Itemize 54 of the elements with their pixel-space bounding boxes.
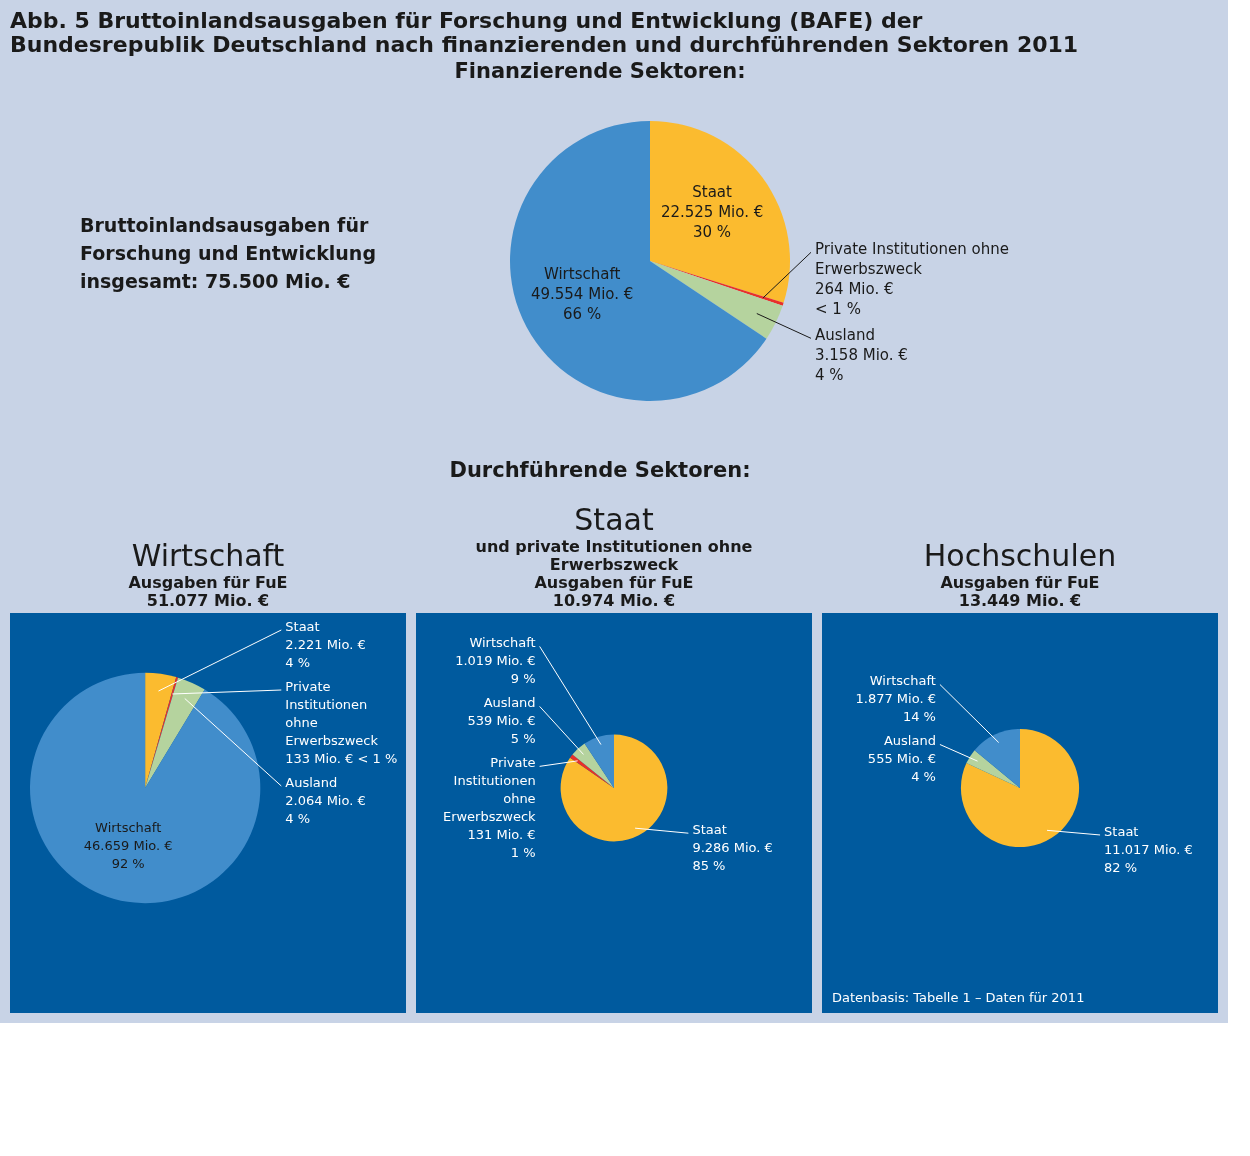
- slice-label: Staat: [285, 619, 320, 634]
- slice-label: Staat: [692, 183, 733, 202]
- data-label: 131 Mio. € 1 %: [467, 827, 536, 861]
- slice-label: Ausland: [883, 733, 936, 749]
- chart-title: Staat: [574, 502, 654, 537]
- text: Durchführende Sektoren:: [449, 458, 751, 482]
- chart-subtitle: Finanzierende Sektoren:: [454, 59, 746, 83]
- data-label: 264 Mio. € < 1 %: [815, 280, 894, 319]
- pie-slice: [145, 677, 205, 788]
- slice-label: Staat: [1104, 823, 1139, 839]
- data-label: 49.554 Mio. € 66 %: [530, 285, 634, 324]
- slice-label: Wirtschaft: [869, 673, 936, 689]
- data-label: 2.221 Mio. € 4 %: [285, 637, 366, 670]
- data-label: 9.286 Mio. € 85 %: [692, 840, 773, 874]
- data-label: 22.525 Mio. € 30 %: [660, 203, 764, 242]
- slice-label: Wirtschaft: [543, 265, 621, 284]
- text: Bruttoinlandsausgaben für Forschung und Entwicklung insgesamt: 75.500 Mio. €: [80, 214, 376, 292]
- chart-subtitle: und private Institutionen ohne Erwerbszweck Ausgaben für FuE 10.974 Mio. €: [475, 537, 753, 610]
- pie-slice: [30, 672, 261, 904]
- slice-label: Wirtschaft: [469, 635, 536, 651]
- slice-label: Private Institutionen ohne Erwerbszweck: [815, 240, 1009, 279]
- chart-title: Abb. 5 Bruttoinlandsausgaben für Forschung und Entwicklung (BAFE) der Bundesrepublik Deutschland nach finanzierenden und durchführenden Sektoren 2011: [10, 8, 1079, 57]
- slice-label: Private Institutionen ohne Erwerbszweck: [442, 755, 537, 825]
- pie-slice: [572, 743, 614, 788]
- pie-slice: [960, 728, 1080, 847]
- data-label: 555 Mio. € 4 %: [867, 751, 936, 785]
- pie-slice: [966, 750, 1020, 788]
- slice-label: Staat: [692, 822, 727, 838]
- slice-label: Wirtschaft: [131, 538, 285, 573]
- pie-slice: [570, 754, 614, 788]
- data-label: 11.017 Mio. € 82 %: [1104, 841, 1193, 875]
- data-label: 1.877 Mio. € 14 %: [855, 691, 936, 725]
- pie-slice: [650, 121, 790, 303]
- chart-subtitle: Ausgaben für FuE 13.449 Mio. €: [940, 573, 1100, 610]
- pie-slice: [650, 261, 784, 306]
- data-label: 539 Mio. € 5 %: [467, 713, 536, 747]
- pie-slice: [584, 734, 614, 788]
- pie-slice: [650, 261, 783, 339]
- pie-slice: [510, 121, 767, 401]
- pie-slice: [974, 728, 1020, 788]
- slice-label: Ausland: [815, 326, 875, 345]
- chart-title: Hochschulen: [923, 538, 1117, 573]
- slice-label: Ausland: [483, 695, 536, 711]
- slice-label: Ausland: [285, 775, 338, 790]
- text: Datenbasis: Tabelle 1 – Daten für 2011: [832, 990, 1085, 1005]
- data-label: 1.019 Mio. € 9 %: [455, 653, 536, 687]
- data-label: 133 Mio. € < 1 %: [285, 751, 398, 766]
- pie-slice: [560, 734, 668, 842]
- slice-label: Wirtschaft: [95, 820, 162, 836]
- data-label: 2.064 Mio. € 4 %: [285, 793, 366, 826]
- slice-label: Private Institutionen ohne Erwerbszweck: [285, 679, 379, 748]
- data-label: 46.659 Mio. € 92 %: [83, 838, 173, 872]
- text: Ausgaben für FuE 51.077 Mio. €: [128, 573, 288, 610]
- data-label: 3.158 Mio. € 4 %: [815, 346, 908, 385]
